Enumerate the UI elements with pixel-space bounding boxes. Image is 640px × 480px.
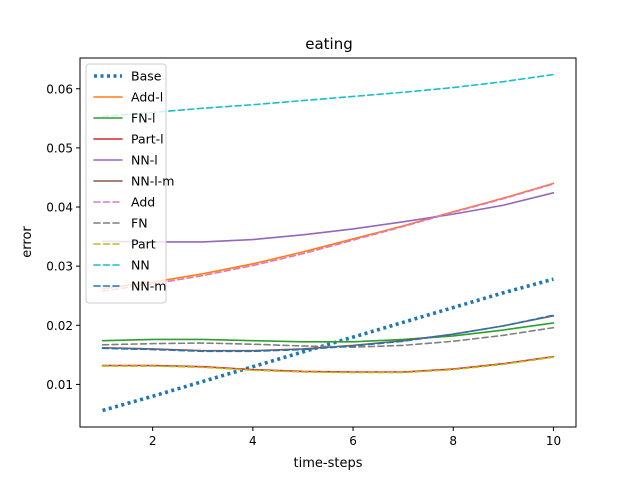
series-line-part xyxy=(101,356,555,374)
plot-frame xyxy=(79,57,577,428)
legend: Base Add-l FN-l Part-l NN-l NN-l-m Add FN Part NN… xyxy=(85,63,174,304)
legend-label-part-l: Part-l xyxy=(131,132,164,147)
series-line-add xyxy=(101,183,555,292)
legend-label-add: Add xyxy=(131,195,155,210)
series-line-nn xyxy=(101,73,555,118)
y-tick-label: 0.02 xyxy=(46,319,73,333)
legend-label-fn-l: FN-l xyxy=(131,111,156,126)
y-tick-label: 0.05 xyxy=(46,141,73,155)
legend-label-nn-l: NN-l xyxy=(131,153,158,168)
legend-label-fn: FN xyxy=(131,216,148,231)
x-tick-label: 2 xyxy=(149,434,157,448)
legend-label-nn: NN xyxy=(131,258,150,273)
series-line-nn-l xyxy=(101,192,555,243)
series-line-base xyxy=(102,277,554,413)
x-axis: 2 4 6 8 10 xyxy=(149,427,561,448)
y-tick-label: 0.04 xyxy=(46,201,73,215)
legend-label-nn-l-m: NN-l-m xyxy=(131,174,174,189)
legend-label-base: Base xyxy=(131,69,162,84)
x-tick-label: 6 xyxy=(349,434,357,448)
y-tick-label: 0.01 xyxy=(46,378,73,392)
y-tick-label: 0.06 xyxy=(46,82,73,96)
legend-label-part: Part xyxy=(131,237,156,252)
y-tick-label: 0.03 xyxy=(46,260,73,274)
y-axis-label: error xyxy=(20,226,35,258)
y-axis: 0.01 0.02 0.03 0.04 0.05 0.06 xyxy=(46,82,80,392)
series-line-fn xyxy=(101,326,555,348)
x-tick-label: 10 xyxy=(546,434,561,448)
legend-label-nn-m: NN-m xyxy=(131,279,166,294)
x-tick-label: 8 xyxy=(449,434,457,448)
chart-title: eating xyxy=(305,35,353,53)
x-tick-label: 4 xyxy=(249,434,257,448)
x-axis-label: time-steps xyxy=(294,456,363,471)
series-layer xyxy=(101,73,555,413)
series-line-fn-l xyxy=(101,322,555,343)
series-line-nn-m xyxy=(101,314,555,353)
series-line-part-l xyxy=(101,355,555,373)
legend-label-add-l: Add-l xyxy=(131,90,163,105)
series-line-add-l xyxy=(101,182,555,290)
